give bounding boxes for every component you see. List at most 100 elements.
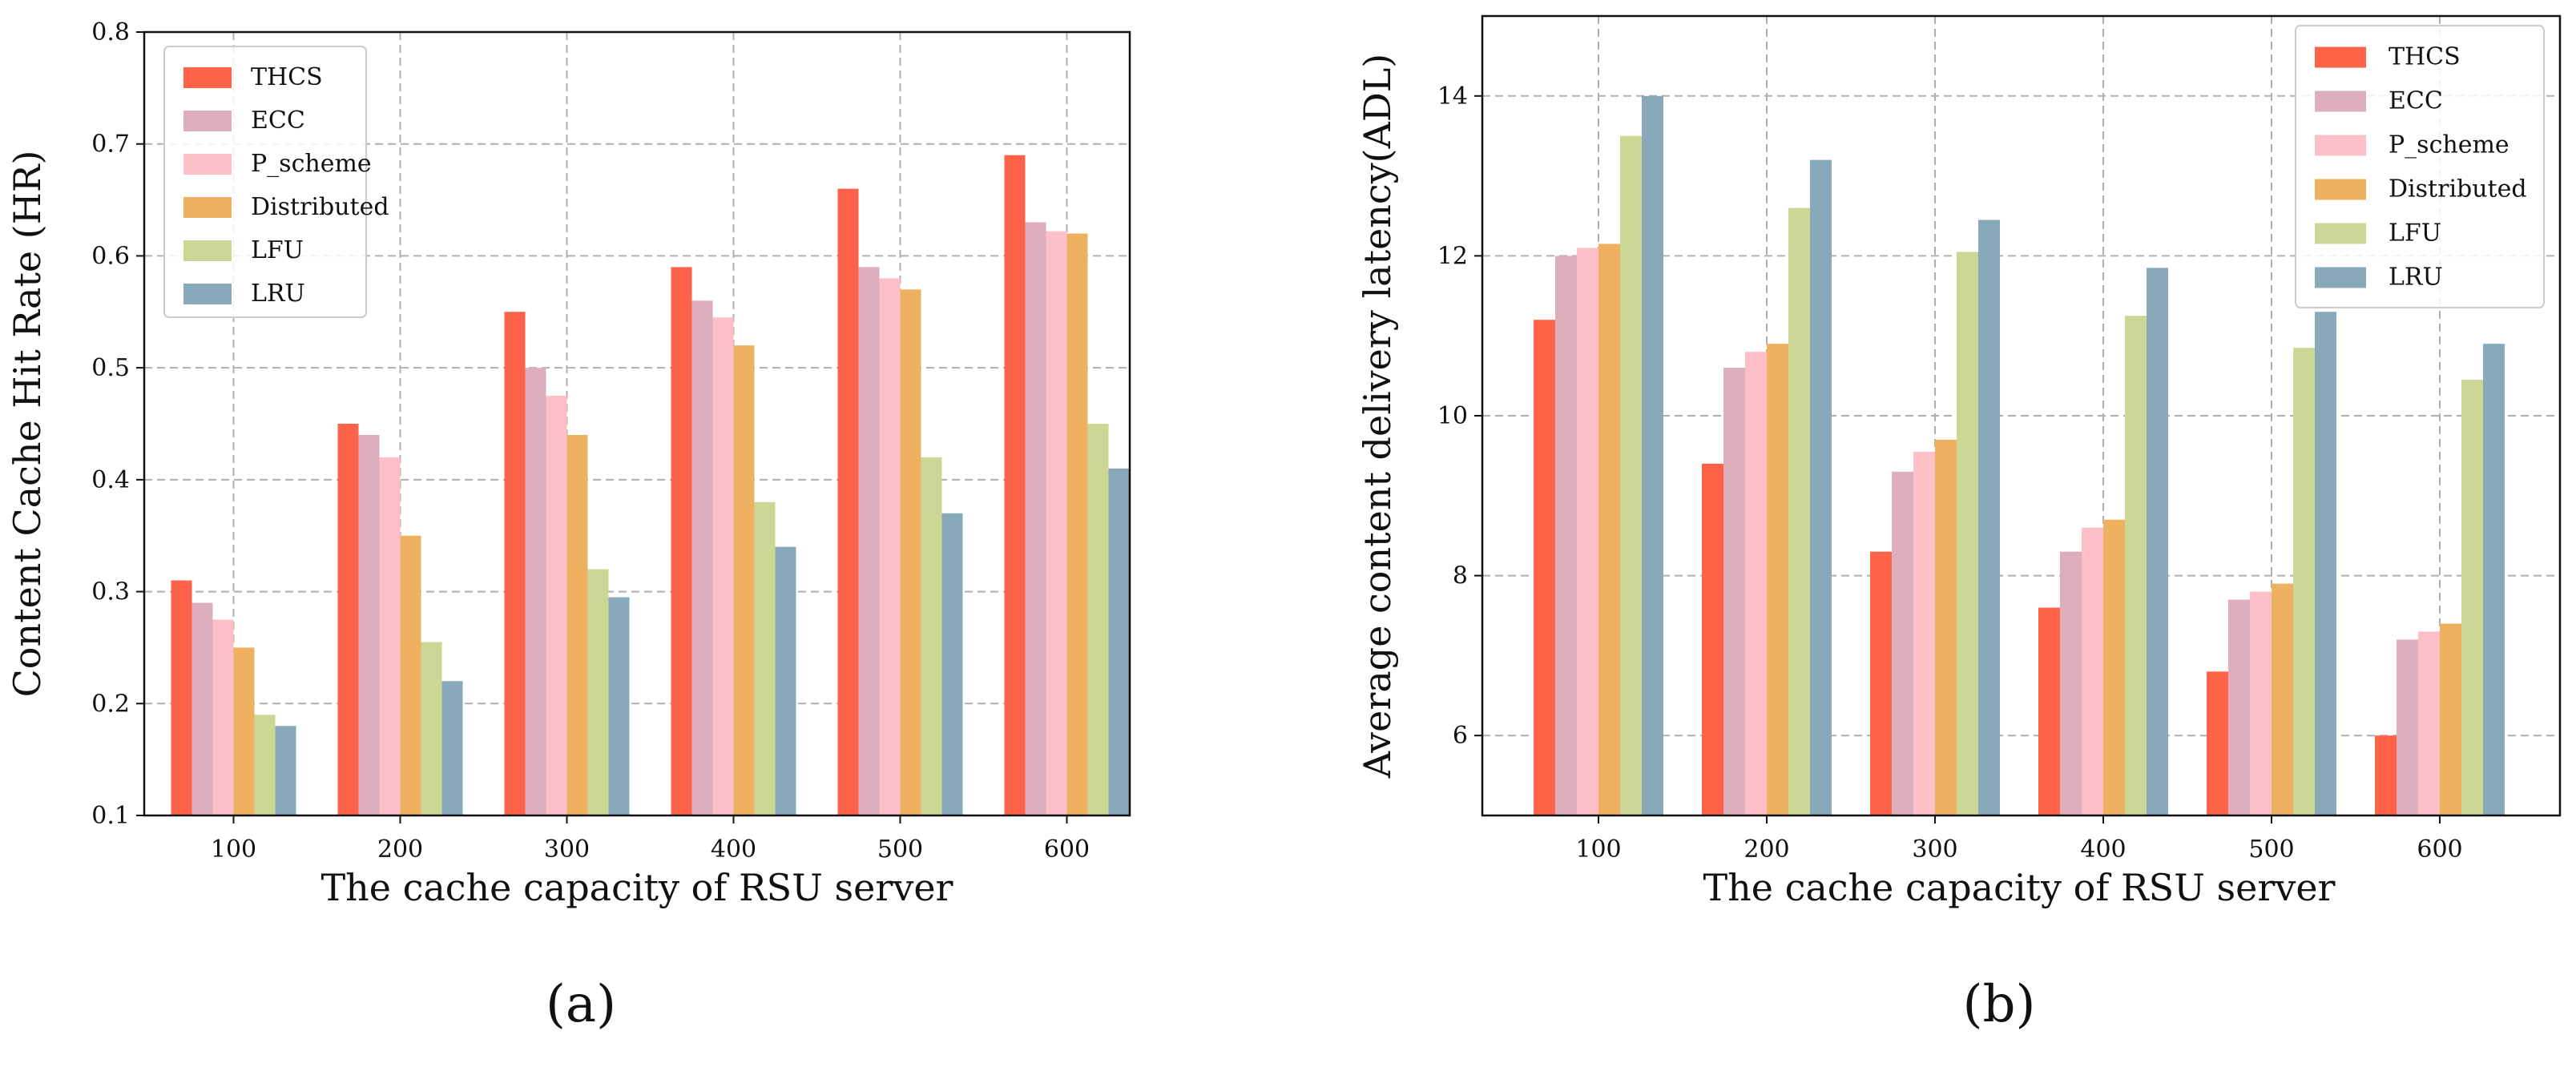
chart-b-bar-distributed-500 [2272, 583, 2293, 815]
chart-b-bar-p-scheme-200 [1745, 352, 1767, 815]
chart-a-legend-swatch-p-scheme [183, 154, 232, 175]
chart-b-bar-ecc-500 [2228, 599, 2250, 815]
chart-a-bar-lru-200 [441, 681, 463, 815]
chart-b-xlabel: The cache capacity of RSU server [1703, 866, 2335, 909]
chart-b-legend-swatch-lru [2315, 267, 2366, 288]
chart-b-xtick-label: 100 [1575, 835, 1621, 864]
chart-a-bar-distributed-200 [400, 535, 421, 815]
chart-b-bar-lru-500 [2315, 312, 2336, 815]
chart-a-bar-thcs-400 [671, 267, 692, 815]
chart-b-bar-distributed-100 [1598, 244, 1620, 815]
chart-a-legend-swatch-lru [183, 284, 232, 304]
chart-b-bar-thcs-200 [1702, 463, 1723, 815]
chart-a-xtick-label: 600 [1044, 835, 1090, 864]
chart-b-legend-label-distributed: Distributed [2389, 175, 2527, 203]
chart-a-bar-lru-500 [941, 513, 963, 815]
chart-b-bar-distributed-600 [2440, 623, 2461, 815]
chart-b-panel-label: (b) [1963, 975, 2036, 1034]
chart-b-legend: THCS ECC P_scheme Distributed LFU LRU [2295, 25, 2545, 308]
chart-b-bar-thcs-300 [1870, 551, 1892, 815]
chart-b-bar-ecc-300 [1892, 471, 1913, 815]
chart-a-legend-swatch-lfu [183, 240, 232, 261]
chart-b-bar-thcs-500 [2207, 671, 2228, 815]
chart-b-bar-lfu-200 [1788, 207, 1810, 815]
chart-b-xtick-label: 400 [2080, 835, 2126, 864]
chart-a-legend-label-distributed: Distributed [251, 193, 389, 221]
chart-a-bar-ecc-200 [358, 434, 380, 815]
chart-a-legend-label-ecc: ECC [251, 107, 305, 135]
chart-a-xtick-label: 500 [877, 835, 923, 864]
chart-b-ytick-label: 12 [1437, 242, 1468, 270]
chart-b-bar-p-scheme-400 [2082, 527, 2103, 815]
chart-b-xtick-label: 500 [2248, 835, 2294, 864]
chart-b-xtick-label: 600 [2417, 835, 2462, 864]
chart-b-bar-thcs-400 [2038, 607, 2060, 815]
chart-b-ytick-label: 10 [1437, 402, 1468, 430]
chart-a-legend-swatch-distributed [183, 197, 232, 218]
chart-b-xtick-label: 200 [1744, 835, 1789, 864]
chart-b-xtick-label: 300 [1912, 835, 1957, 864]
chart-a-legend-label-lfu: LFU [251, 236, 304, 264]
chart-a-bar-lru-400 [775, 546, 796, 815]
chart-a-legend-label-thcs: THCS [251, 63, 323, 91]
chart-b-legend-label-thcs: THCS [2389, 43, 2461, 71]
chart-a-bar-lfu-100 [254, 715, 276, 815]
chart-a-legend: THCS ECC P_scheme Distributed LFU LRU [163, 46, 389, 318]
chart-b-bar-ecc-200 [1723, 368, 1745, 815]
chart-b-bar-ecc-600 [2397, 639, 2418, 815]
chart-a-bar-lfu-400 [754, 501, 776, 815]
chart-a-ytick-label: 0.4 [91, 466, 130, 494]
chart-b-legend-swatch-ecc [2315, 91, 2366, 112]
chart-a-bars [171, 155, 1130, 816]
chart-a-bar-distributed-400 [733, 345, 755, 815]
chart-b-legend-swatch-thcs [2315, 46, 2366, 68]
chart-a-bar-thcs-500 [837, 188, 859, 816]
chart-a-ylabel: Content Cache Hit Rate (HR) [6, 151, 49, 698]
chart-a-xtick-label: 300 [544, 835, 590, 864]
chart-b-bar-lfu-400 [2125, 316, 2147, 815]
chart-a-ytick-label: 0.8 [91, 18, 130, 46]
chart-a-legend-label-lru: LRU [251, 280, 305, 308]
chart-a-bar-thcs-100 [171, 580, 192, 815]
chart-b-bar-lru-100 [1642, 95, 1663, 816]
chart-b-ytick-label: 6 [1453, 722, 1468, 750]
chart-a-bar-p-scheme-300 [546, 396, 567, 816]
chart-b-ytick-label: 14 [1437, 83, 1468, 111]
chart-b-bar-ecc-100 [1555, 256, 1577, 815]
chart-a-bar-lfu-300 [587, 569, 609, 815]
chart-a-bar-p-scheme-400 [712, 317, 734, 815]
chart-b-ytick-label: 8 [1453, 562, 1468, 590]
chart-a-bar-lru-300 [608, 597, 630, 815]
chart-b-bar-p-scheme-600 [2418, 631, 2440, 815]
chart-b-legend-label-ecc: ECC [2389, 87, 2443, 115]
chart-b-legend-label-lru: LRU [2389, 264, 2443, 292]
chart-b-bar-p-scheme-100 [1577, 248, 1598, 815]
chart-a-xtick-label: 100 [211, 835, 256, 864]
chart-a-xtick-label: 200 [377, 835, 423, 864]
chart-a-bar-ecc-500 [858, 267, 880, 815]
chart-a-ytick-label: 0.2 [91, 690, 130, 718]
chart-a-ytick-label: 0.1 [91, 802, 130, 830]
chart-b-bar-p-scheme-500 [2250, 591, 2272, 815]
chart-a-hit-rate: 0.1 0.2 0.3 0.4 0.5 0.6 0.7 0.8 100 200 300 400 500 6… [6, 18, 1131, 1034]
chart-a-legend-swatch-ecc [183, 111, 232, 131]
chart-b-bar-lru-200 [1810, 159, 1832, 815]
chart-a-legend-swatch-thcs [183, 67, 232, 88]
chart-a-bar-ecc-100 [191, 602, 213, 815]
chart-b-ylabel: Average content delivery latency(ADL) [1356, 54, 1399, 779]
chart-a-bar-thcs-600 [1004, 155, 1026, 815]
chart-b-legend-swatch-distributed [2315, 179, 2366, 200]
chart-b-delivery-latency: 6 8 10 12 14 100 200 300 400 500 600 The cache cap… [1356, 14, 2562, 1034]
chart-b-bar-lfu-100 [1620, 135, 1642, 815]
chart-b-bars [1534, 95, 2505, 816]
chart-a-bar-lfu-500 [921, 457, 942, 815]
chart-a-bar-lfu-600 [1087, 424, 1109, 815]
chart-a-bar-ecc-400 [691, 300, 713, 815]
chart-b-bar-lfu-500 [2293, 348, 2315, 815]
chart-a-bar-p-scheme-500 [879, 278, 901, 815]
chart-a-bar-distributed-100 [233, 647, 255, 815]
chart-a-bar-p-scheme-200 [379, 457, 401, 815]
chart-b-bar-distributed-400 [2103, 519, 2125, 815]
chart-b-legend-label-p-scheme: P_scheme [2389, 131, 2509, 159]
